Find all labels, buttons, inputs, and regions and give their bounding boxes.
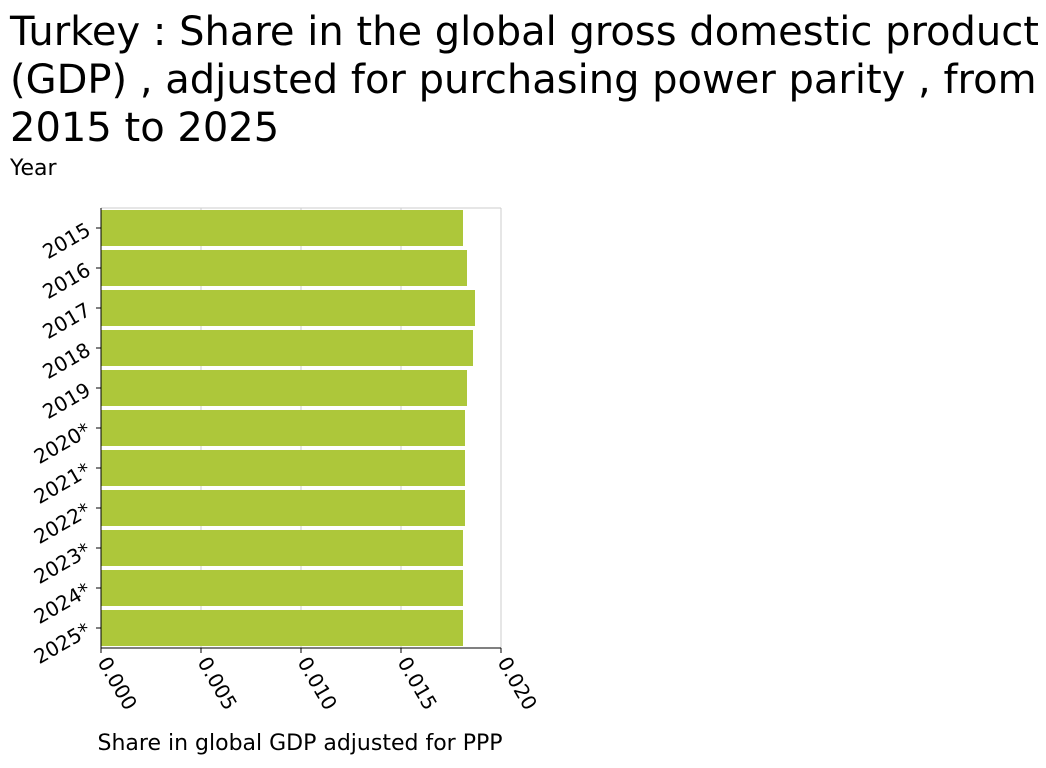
chart-title: Turkey : Share in the global gross domes… [10, 9, 1039, 151]
x-tick-label: 0.010 [293, 653, 342, 715]
axes [96, 208, 502, 653]
bars [101, 210, 475, 646]
bar-2015 [101, 210, 463, 246]
bar-2020-est [101, 410, 465, 446]
x-tick-labels: 0.000 0.005 0.010 0.015 0.020 [93, 653, 542, 715]
y-tick-label: 2016 [38, 258, 94, 304]
x-axis-title: Share in global GDP adjusted for PPP [97, 731, 503, 756]
bar-2022-est [101, 490, 465, 526]
bar-2025-est [101, 610, 463, 646]
bar-2023-est [101, 530, 463, 566]
y-tick-label: 2020* [30, 418, 95, 469]
bar-2024-est [101, 570, 463, 606]
bar-2017 [101, 290, 475, 326]
y-tick-label: 2018 [38, 338, 94, 384]
x-tick-label: 0.015 [393, 653, 442, 715]
y-axis-title: Year [10, 156, 57, 181]
y-tick-labels: 201520162017201820192020*2021*2022*2023*… [30, 218, 95, 669]
bar-2019 [101, 370, 467, 406]
bar-2018 [101, 330, 473, 366]
bar-2021-est [101, 450, 465, 486]
y-tick-label: 2017 [38, 298, 94, 344]
y-tick-label: 2015 [38, 218, 94, 264]
bar-2016 [101, 250, 467, 286]
x-tick-label: 0.000 [93, 653, 142, 715]
x-tick-label: 0.020 [493, 653, 542, 715]
x-tick-label: 0.005 [193, 653, 242, 715]
y-tick-label: 2019 [38, 378, 94, 424]
